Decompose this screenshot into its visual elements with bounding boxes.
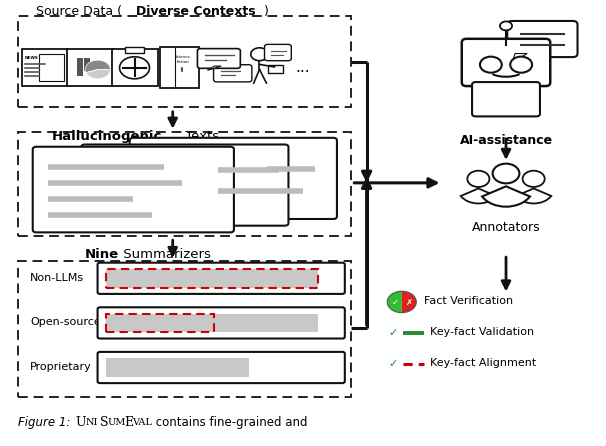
Circle shape	[251, 48, 268, 61]
Text: U: U	[76, 416, 86, 429]
Text: UM: UM	[107, 418, 125, 427]
Text: AI-assistance: AI-assistance	[459, 134, 553, 147]
Text: Proprietary: Proprietary	[30, 362, 92, 372]
Wedge shape	[387, 291, 402, 313]
Text: Annotators: Annotators	[471, 221, 541, 234]
Circle shape	[493, 164, 519, 183]
Text: Source Data (: Source Data (	[36, 5, 122, 18]
Text: S: S	[100, 416, 108, 429]
FancyBboxPatch shape	[81, 145, 288, 226]
Circle shape	[510, 57, 532, 73]
FancyBboxPatch shape	[264, 45, 291, 61]
Text: E: E	[124, 416, 133, 429]
Bar	[112, 49, 158, 87]
Bar	[106, 358, 249, 377]
Bar	[18, 16, 351, 107]
Text: Key-fact Validation: Key-fact Validation	[430, 327, 534, 337]
Polygon shape	[512, 54, 527, 62]
Circle shape	[522, 171, 545, 187]
FancyBboxPatch shape	[130, 138, 337, 219]
Circle shape	[500, 21, 512, 30]
Text: Open-source: Open-source	[30, 318, 101, 327]
FancyBboxPatch shape	[462, 39, 550, 86]
FancyBboxPatch shape	[198, 49, 241, 68]
Text: Texts: Texts	[181, 130, 219, 144]
Bar	[77, 58, 82, 76]
Wedge shape	[516, 189, 551, 203]
Circle shape	[467, 171, 490, 187]
FancyBboxPatch shape	[472, 82, 540, 116]
FancyBboxPatch shape	[98, 263, 345, 294]
Bar	[106, 314, 215, 332]
Text: Figure 1:: Figure 1:	[18, 416, 70, 429]
Bar	[125, 47, 144, 54]
Text: ✓: ✓	[388, 359, 398, 369]
Circle shape	[480, 57, 502, 73]
Polygon shape	[207, 66, 221, 70]
Text: ✓: ✓	[391, 297, 399, 306]
Bar	[18, 261, 351, 397]
Wedge shape	[86, 70, 110, 79]
Text: NEWS: NEWS	[25, 56, 39, 60]
FancyBboxPatch shape	[507, 21, 578, 57]
Wedge shape	[85, 60, 110, 73]
Text: Hallucinogenic: Hallucinogenic	[52, 130, 162, 144]
FancyBboxPatch shape	[213, 65, 252, 82]
Text: NI: NI	[86, 418, 99, 427]
Text: Fact Verification: Fact Verification	[424, 296, 513, 306]
Text: contains fine-grained and: contains fine-grained and	[152, 416, 307, 429]
Bar	[106, 269, 318, 288]
Text: ✗: ✗	[405, 297, 412, 306]
Bar	[106, 269, 318, 288]
Text: ): )	[264, 5, 268, 18]
Text: ✓: ✓	[388, 328, 398, 338]
Text: Key-fact Alignment: Key-fact Alignment	[430, 359, 536, 368]
FancyBboxPatch shape	[33, 147, 234, 232]
Text: Diverse Contexts: Diverse Contexts	[136, 5, 256, 18]
Text: Summarizers: Summarizers	[119, 248, 211, 261]
Bar	[84, 58, 90, 71]
Text: Non-LLMs: Non-LLMs	[30, 273, 84, 283]
Text: Nine: Nine	[85, 248, 119, 261]
Bar	[39, 54, 64, 81]
FancyBboxPatch shape	[98, 307, 345, 339]
Bar	[22, 49, 68, 87]
Text: Science
fiction: Science fiction	[175, 55, 191, 64]
Bar	[267, 65, 282, 73]
Wedge shape	[461, 189, 496, 203]
Text: VAL: VAL	[132, 418, 152, 427]
Bar	[67, 49, 113, 87]
Bar	[106, 314, 318, 332]
FancyBboxPatch shape	[98, 352, 345, 383]
Wedge shape	[482, 186, 530, 206]
Bar	[18, 132, 351, 236]
Wedge shape	[402, 291, 416, 313]
Text: ...: ...	[296, 60, 310, 75]
Bar	[160, 47, 199, 88]
